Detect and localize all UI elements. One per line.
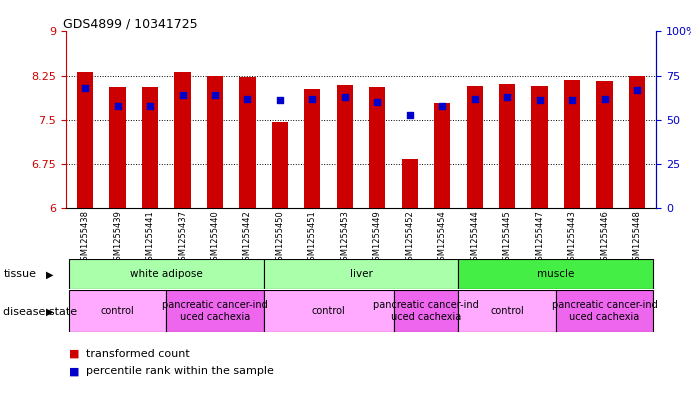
Point: [437, 103, 448, 109]
Bar: [556, 290, 653, 332]
Text: GDS4899 / 10341725: GDS4899 / 10341725: [63, 17, 198, 30]
Text: control: control: [490, 306, 524, 316]
Text: GSM1255437: GSM1255437: [178, 210, 187, 266]
Text: GSM1255442: GSM1255442: [243, 210, 252, 266]
Text: GSM1255439: GSM1255439: [113, 210, 122, 266]
Bar: [629, 76, 645, 208]
Text: liver: liver: [350, 269, 372, 279]
Bar: [69, 259, 264, 289]
Text: GSM1255448: GSM1255448: [632, 210, 641, 266]
Point: [274, 97, 285, 104]
Text: ■: ■: [69, 349, 79, 359]
Point: [307, 95, 318, 102]
Text: control: control: [312, 306, 346, 316]
Bar: [69, 290, 167, 332]
Bar: [564, 80, 580, 208]
Point: [209, 92, 220, 98]
Bar: [466, 86, 483, 208]
Text: pancreatic cancer-ind
uced cachexia: pancreatic cancer-ind uced cachexia: [373, 300, 479, 321]
Point: [177, 92, 188, 98]
Bar: [272, 122, 288, 208]
Bar: [499, 84, 515, 208]
Text: pancreatic cancer-ind
uced cachexia: pancreatic cancer-ind uced cachexia: [551, 300, 657, 321]
Text: percentile rank within the sample: percentile rank within the sample: [86, 366, 274, 376]
Text: transformed count: transformed count: [86, 349, 190, 359]
Bar: [167, 290, 264, 332]
Text: GSM1255449: GSM1255449: [372, 210, 382, 266]
Bar: [109, 87, 126, 208]
Point: [242, 95, 253, 102]
Point: [144, 103, 155, 109]
Text: GSM1255447: GSM1255447: [535, 210, 544, 266]
Bar: [596, 81, 613, 208]
Bar: [337, 85, 353, 208]
Text: GSM1255452: GSM1255452: [405, 210, 414, 266]
Text: GSM1255446: GSM1255446: [600, 210, 609, 266]
Text: GSM1255450: GSM1255450: [276, 210, 285, 266]
Point: [502, 94, 513, 100]
Bar: [207, 76, 223, 208]
Point: [632, 87, 643, 93]
Text: GSM1255440: GSM1255440: [211, 210, 220, 266]
Text: muscle: muscle: [537, 269, 574, 279]
Bar: [369, 87, 386, 208]
Bar: [239, 77, 256, 208]
Bar: [264, 290, 393, 332]
Text: white adipose: white adipose: [130, 269, 202, 279]
Text: control: control: [101, 306, 135, 316]
Text: GSM1255445: GSM1255445: [502, 210, 511, 266]
Bar: [393, 290, 458, 332]
Text: ▶: ▶: [46, 269, 54, 279]
Bar: [434, 103, 451, 208]
Bar: [401, 159, 418, 208]
Text: GSM1255438: GSM1255438: [81, 210, 90, 266]
Text: tissue: tissue: [3, 269, 37, 279]
Text: pancreatic cancer-ind
uced cachexia: pancreatic cancer-ind uced cachexia: [162, 300, 268, 321]
Bar: [304, 89, 321, 208]
Point: [404, 112, 415, 118]
Text: GSM1255454: GSM1255454: [437, 210, 446, 266]
Bar: [174, 72, 191, 208]
Bar: [458, 259, 653, 289]
Bar: [142, 87, 158, 208]
Text: GSM1255451: GSM1255451: [308, 210, 317, 266]
Text: GSM1255444: GSM1255444: [470, 210, 479, 266]
Text: GSM1255443: GSM1255443: [567, 210, 576, 266]
Text: ▶: ▶: [46, 307, 54, 317]
Text: disease state: disease state: [3, 307, 77, 317]
Point: [112, 103, 123, 109]
Text: GSM1255453: GSM1255453: [340, 210, 350, 266]
Point: [567, 97, 578, 104]
Text: GSM1255441: GSM1255441: [146, 210, 155, 266]
Point: [469, 95, 480, 102]
Bar: [531, 86, 548, 208]
Point: [339, 94, 350, 100]
Text: ■: ■: [69, 366, 79, 376]
Point: [534, 97, 545, 104]
Bar: [77, 72, 93, 208]
Bar: [264, 259, 458, 289]
Point: [372, 99, 383, 105]
Point: [79, 85, 91, 91]
Point: [599, 95, 610, 102]
Bar: [458, 290, 556, 332]
